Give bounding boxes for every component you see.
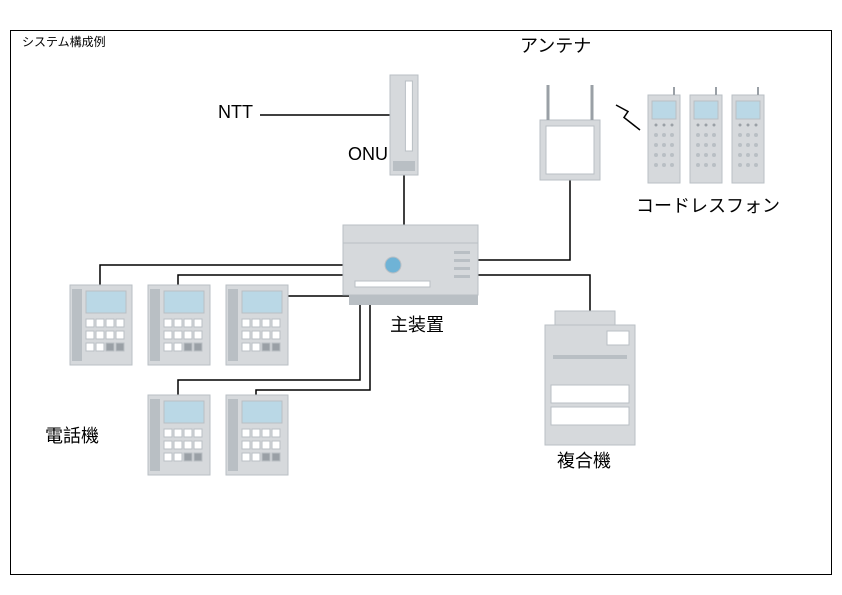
main-unit-label: 主装置 bbox=[390, 311, 444, 337]
ntt-label: NTT bbox=[218, 102, 253, 123]
phones-label: 電話機 bbox=[45, 422, 99, 448]
onu-label: ONU bbox=[348, 144, 388, 165]
antenna-label: アンテナ bbox=[520, 32, 591, 58]
diagram-frame bbox=[10, 30, 832, 575]
diagram-canvas: システム構成例 NTT ONU アンテナ コードレスフォン 主装置 電話機 複合… bbox=[0, 0, 842, 595]
title-label: システム構成例 bbox=[22, 33, 106, 50]
cordless-label: コードレスフォン bbox=[636, 192, 780, 218]
mfd-label: 複合機 bbox=[557, 447, 611, 473]
